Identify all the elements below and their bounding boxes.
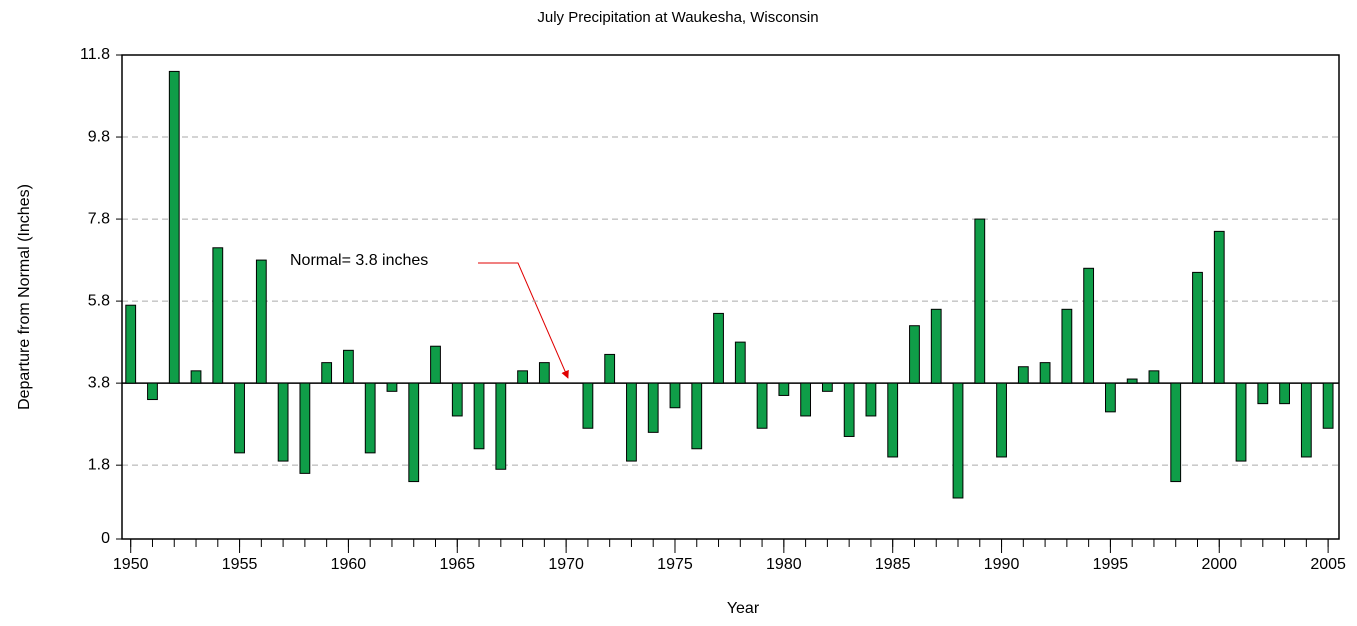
bar [778,382,790,396]
x-tick-label: 1980 [766,556,802,573]
bar [821,382,833,392]
bar [451,382,463,417]
x-tick-label: 1995 [1093,556,1129,573]
y-tick-label: 9.8 [88,128,110,145]
bar [1148,370,1160,384]
bar [168,70,180,384]
bar [647,382,659,433]
bar [125,304,137,384]
bar [604,353,616,384]
bar [865,382,877,417]
x-tick-label: 1955 [222,556,258,573]
bar [843,382,855,437]
bar [538,362,550,384]
bar [190,370,202,384]
bar [1105,382,1116,413]
bar [1017,366,1029,384]
bar [909,325,920,384]
y-tick-label: 11.8 [80,46,110,63]
bar [1300,382,1312,458]
bar [147,382,158,401]
bar [430,345,441,384]
bar [691,382,703,450]
bar [1213,230,1225,384]
bar [1126,378,1138,384]
x-tick-label: 1990 [984,556,1020,573]
bar [473,382,485,450]
y-tick-label: 3.8 [88,374,110,391]
bar [1170,382,1182,483]
bar [386,382,398,392]
bar [495,382,507,470]
x-tick-label: 1965 [439,556,475,573]
y-tick-label: 7.8 [88,210,110,227]
bar [234,382,245,454]
chart-title: July Precipitation at Waukesha, Wisconsi… [537,9,818,26]
bar [1322,382,1334,429]
x-tick-label: 1970 [548,556,584,573]
bar [582,382,594,429]
bar [996,382,1007,458]
bar [1257,382,1269,405]
x-tick-label: 2005 [1310,556,1346,573]
bar [1061,308,1073,384]
bar [1235,382,1247,462]
plot-frame [121,54,1340,540]
bar [408,382,420,483]
bar [1039,362,1051,384]
bar [364,382,376,454]
bar [343,349,354,384]
bar [626,382,637,462]
bar [952,382,964,499]
bar [974,218,986,384]
bar [800,382,812,417]
y-tick-label: 0 [101,530,110,547]
bar [321,362,333,384]
bar [1083,267,1095,384]
bar [1279,382,1290,405]
x-tick-label: 1950 [113,556,149,573]
bar [930,308,942,384]
bar [255,259,267,384]
bar [756,382,768,429]
bar [713,312,724,384]
x-axis-label: Year [727,600,760,617]
annotation: Normal= 3.8 inches [290,252,428,269]
bar [517,370,528,384]
x-tick-label: 1960 [331,556,367,573]
annotation-arrow [478,262,569,379]
y-axis-label: Departure from Normal (Inches) [16,184,33,410]
x-tick-label: 1985 [875,556,911,573]
bar [887,382,899,458]
bar [1192,271,1203,384]
x-tick-label: 2000 [1201,556,1237,573]
y-tick-label: 1.8 [88,456,110,473]
y-tick-label: 5.8 [88,292,110,309]
bar [669,382,681,409]
x-tick-label: 1975 [657,556,693,573]
bar [299,382,311,474]
bar [734,341,746,384]
bar [277,382,289,462]
bar [212,247,224,384]
